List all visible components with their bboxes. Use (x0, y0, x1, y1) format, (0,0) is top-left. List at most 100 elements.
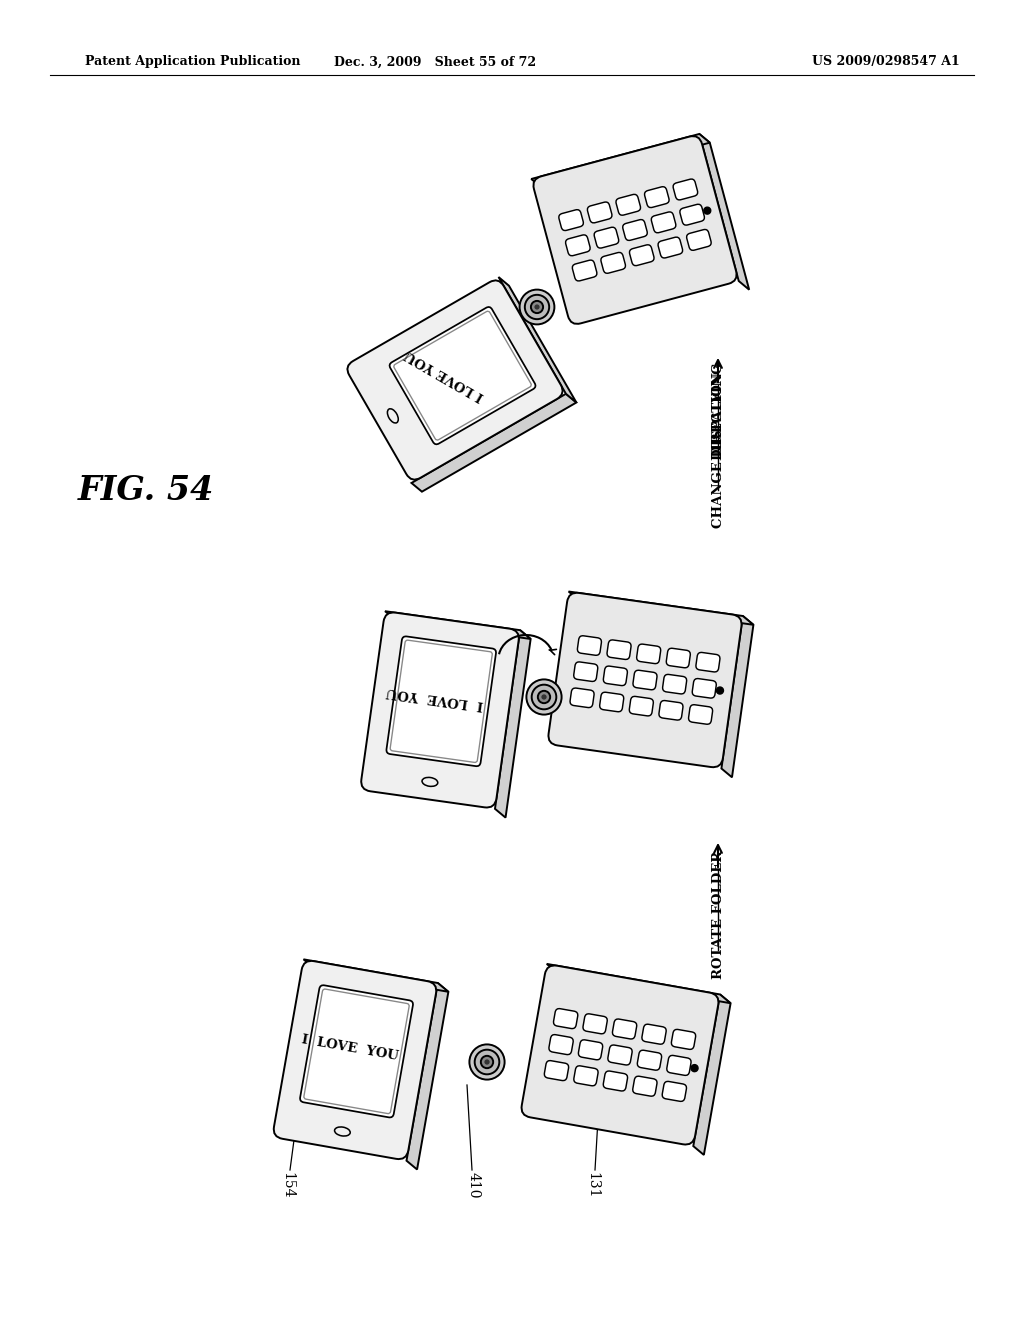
Text: CHANGE DISPALYING: CHANGE DISPALYING (712, 362, 725, 528)
Text: DIRECTION: DIRECTION (712, 371, 725, 459)
FancyBboxPatch shape (603, 1071, 628, 1092)
FancyBboxPatch shape (687, 230, 712, 251)
FancyBboxPatch shape (623, 219, 647, 240)
FancyBboxPatch shape (304, 989, 410, 1114)
Text: 410: 410 (467, 1172, 481, 1199)
Ellipse shape (387, 409, 398, 422)
Polygon shape (693, 994, 730, 1155)
FancyBboxPatch shape (573, 1065, 598, 1086)
FancyBboxPatch shape (680, 205, 705, 226)
FancyBboxPatch shape (642, 1024, 667, 1044)
Polygon shape (412, 393, 577, 491)
Circle shape (484, 1060, 489, 1065)
Circle shape (703, 207, 711, 214)
FancyBboxPatch shape (630, 697, 653, 715)
FancyBboxPatch shape (663, 1081, 686, 1101)
Polygon shape (495, 630, 530, 817)
FancyBboxPatch shape (549, 593, 741, 767)
Circle shape (717, 686, 724, 694)
Polygon shape (303, 960, 449, 991)
FancyBboxPatch shape (644, 186, 669, 207)
FancyBboxPatch shape (663, 675, 687, 694)
Polygon shape (385, 611, 530, 639)
Circle shape (475, 1049, 500, 1074)
FancyBboxPatch shape (673, 180, 697, 199)
Text: I  LOVE  YOU: I LOVE YOU (301, 1034, 399, 1063)
FancyBboxPatch shape (573, 661, 598, 681)
Circle shape (538, 690, 550, 704)
FancyBboxPatch shape (565, 235, 590, 256)
FancyBboxPatch shape (572, 260, 597, 281)
Polygon shape (499, 277, 577, 403)
Polygon shape (547, 964, 730, 1003)
FancyBboxPatch shape (583, 1014, 607, 1034)
FancyBboxPatch shape (612, 1019, 637, 1039)
FancyBboxPatch shape (616, 194, 641, 215)
FancyBboxPatch shape (600, 692, 624, 711)
FancyBboxPatch shape (667, 1056, 691, 1076)
FancyBboxPatch shape (667, 648, 690, 668)
FancyBboxPatch shape (578, 636, 601, 655)
FancyBboxPatch shape (361, 612, 519, 808)
Text: Dec. 3, 2009   Sheet 55 of 72: Dec. 3, 2009 Sheet 55 of 72 (334, 55, 536, 69)
FancyBboxPatch shape (607, 640, 631, 660)
FancyBboxPatch shape (549, 1035, 573, 1055)
Ellipse shape (422, 777, 438, 787)
Ellipse shape (335, 1127, 350, 1137)
FancyBboxPatch shape (545, 1060, 568, 1081)
Circle shape (530, 301, 543, 313)
Circle shape (481, 1056, 494, 1068)
Text: FIG. 54: FIG. 54 (78, 474, 214, 507)
Text: ROTATE FOLDER: ROTATE FOLDER (712, 851, 725, 979)
Text: 131: 131 (585, 1172, 599, 1199)
Polygon shape (699, 133, 750, 289)
Text: Patent Application Publication: Patent Application Publication (85, 55, 300, 69)
FancyBboxPatch shape (389, 308, 536, 445)
Polygon shape (407, 983, 449, 1170)
Circle shape (691, 1065, 698, 1072)
FancyBboxPatch shape (594, 227, 618, 248)
Text: US 2009/0298547 A1: US 2009/0298547 A1 (812, 55, 961, 69)
FancyBboxPatch shape (386, 636, 496, 766)
FancyBboxPatch shape (692, 678, 716, 698)
FancyBboxPatch shape (637, 1051, 662, 1071)
FancyBboxPatch shape (521, 965, 719, 1144)
FancyBboxPatch shape (672, 1030, 695, 1049)
Polygon shape (722, 616, 754, 777)
FancyBboxPatch shape (588, 202, 612, 223)
FancyBboxPatch shape (658, 238, 683, 257)
FancyBboxPatch shape (633, 671, 657, 690)
Circle shape (531, 685, 556, 709)
Circle shape (535, 305, 540, 310)
Circle shape (519, 289, 554, 325)
FancyBboxPatch shape (554, 1008, 578, 1028)
FancyBboxPatch shape (603, 667, 628, 685)
FancyBboxPatch shape (390, 640, 493, 763)
FancyBboxPatch shape (688, 705, 713, 725)
Circle shape (525, 294, 549, 319)
FancyBboxPatch shape (696, 652, 720, 672)
FancyBboxPatch shape (630, 244, 654, 265)
FancyBboxPatch shape (347, 280, 562, 479)
Text: I  LOVE  YOU: I LOVE YOU (385, 685, 484, 711)
FancyBboxPatch shape (601, 252, 626, 273)
FancyBboxPatch shape (658, 701, 683, 721)
FancyBboxPatch shape (273, 961, 436, 1159)
FancyBboxPatch shape (608, 1045, 632, 1065)
Polygon shape (531, 133, 710, 187)
Circle shape (526, 680, 561, 714)
Text: 154: 154 (280, 1172, 294, 1199)
FancyBboxPatch shape (637, 644, 660, 664)
FancyBboxPatch shape (394, 312, 531, 440)
FancyBboxPatch shape (534, 136, 736, 323)
Circle shape (469, 1044, 505, 1080)
FancyBboxPatch shape (559, 210, 584, 231)
FancyBboxPatch shape (633, 1076, 657, 1096)
FancyBboxPatch shape (651, 213, 676, 232)
Polygon shape (568, 591, 754, 624)
FancyBboxPatch shape (300, 985, 413, 1118)
Circle shape (542, 694, 547, 700)
Text: I LOVE YOU: I LOVE YOU (403, 347, 486, 403)
FancyBboxPatch shape (579, 1040, 603, 1060)
FancyBboxPatch shape (570, 688, 594, 708)
